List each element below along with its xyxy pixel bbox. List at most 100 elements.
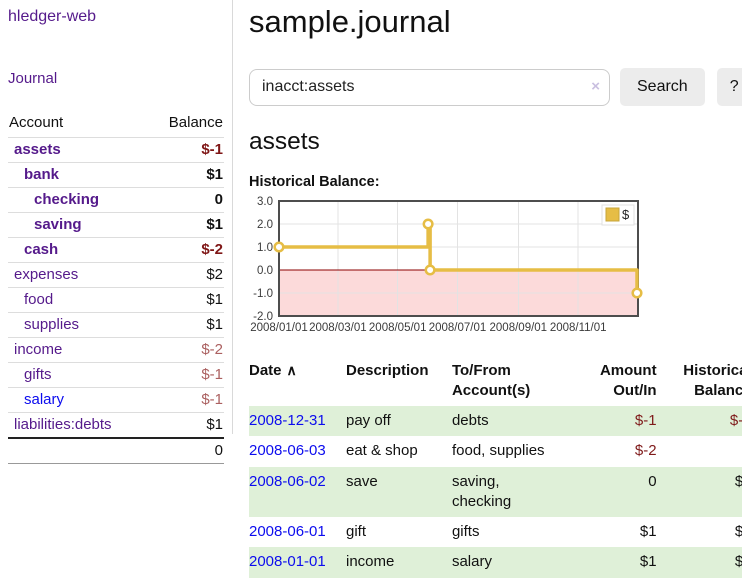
account-name-cell: supplies <box>8 313 148 338</box>
tx-amount: $-1 <box>634 412 657 429</box>
tx-header-balance-line1: Historical <box>683 362 742 379</box>
tx-accounts: saving, checking <box>452 467 600 518</box>
account-name-cell: assets <box>8 138 148 163</box>
sidebar-account-link[interactable]: gifts <box>24 366 52 383</box>
transaction-row: 2008-06-01 gift gifts $1 $2 <box>249 517 742 547</box>
tx-date-cell: 2008-06-02 <box>249 467 346 518</box>
svg-text:2008/11/01: 2008/11/01 <box>550 322 607 334</box>
sidebar: hledger-web Journal Account Balance asse… <box>0 0 233 464</box>
tx-account-line: checking <box>451 492 512 510</box>
tx-amount: $-2 <box>634 442 657 460</box>
account-row: assets $-1 <box>8 137 224 163</box>
svg-text:2008/07/01: 2008/07/01 <box>429 322 487 334</box>
main-content: sample.journal × Search ? assets Histori… <box>233 0 742 578</box>
tx-date-cell: 2008-06-03 <box>249 436 346 466</box>
nav-journal-link[interactable]: Journal <box>8 70 58 87</box>
accounts-header-row: Account Balance <box>8 110 224 138</box>
svg-text:2008/01/01: 2008/01/01 <box>250 322 308 334</box>
search-form: × Search ? <box>249 68 742 106</box>
sidebar-account-link[interactable]: assets <box>14 141 61 158</box>
tx-account-line: saving, <box>451 472 500 490</box>
svg-text:-1.0: -1.0 <box>253 288 273 300</box>
account-balance: $1 <box>206 316 223 333</box>
account-balance: $1 <box>206 416 223 433</box>
account-name-cell: liabilities:debts <box>8 413 148 439</box>
accounts-header-account: Account <box>9 114 64 131</box>
account-balance: $2 <box>206 266 223 283</box>
tx-balance: 0 <box>657 436 742 466</box>
sidebar-account-link[interactable]: expenses <box>14 266 79 283</box>
search-button[interactable]: Search <box>620 68 705 106</box>
tx-accounts: salary <box>452 547 600 577</box>
account-row: income $-2 <box>8 337 224 363</box>
account-row: bank $1 <box>8 162 224 188</box>
app-title-link[interactable]: hledger-web <box>8 8 97 25</box>
tx-date-link[interactable]: 2008-06-02 <box>249 472 326 490</box>
tx-balance: $2 <box>734 523 742 540</box>
account-name-cell: saving <box>8 213 148 238</box>
tx-accounts: debts <box>452 406 600 436</box>
tx-date-link[interactable]: 2008-01-01 <box>249 553 326 571</box>
accounts-total-spacer <box>8 438 148 464</box>
transaction-row: 2008-06-02 save saving, checking 0 $2 <box>249 466 742 518</box>
sidebar-account-link[interactable]: income <box>14 341 63 358</box>
svg-text:2.0: 2.0 <box>257 219 273 231</box>
tx-date-link[interactable]: 2008-06-03 <box>249 442 326 460</box>
tx-date-link[interactable]: 2008-06-01 <box>249 523 326 540</box>
account-row: gifts $-1 <box>8 362 224 388</box>
accounts-header-balance: Balance <box>168 114 223 131</box>
svg-text:-2.0: -2.0 <box>253 311 273 323</box>
sidebar-account-link[interactable]: cash <box>24 241 59 258</box>
tx-description: income <box>345 553 395 571</box>
account-balance: $1 <box>206 216 223 233</box>
transactions-header-row: Date ∧ Description To/From Account(s) Amo… <box>249 359 742 406</box>
tx-date-cell: 2008-06-01 <box>249 517 346 547</box>
clear-search-icon[interactable]: × <box>591 77 600 95</box>
accounts-total-value: 0 <box>214 442 223 459</box>
account-name-cell: bank <box>8 163 148 188</box>
tx-header-date[interactable]: Date ∧ <box>249 359 346 406</box>
account-row: expenses $2 <box>8 262 224 288</box>
tx-header-accounts-line1: To/From <box>451 362 511 379</box>
sidebar-account-link[interactable]: saving <box>34 216 82 233</box>
svg-text:$: $ <box>622 207 630 222</box>
search-input-wrap: × <box>249 68 610 106</box>
account-row: salary $-1 <box>8 387 224 413</box>
account-balance: $-1 <box>201 391 223 408</box>
sidebar-account-link[interactable]: supplies <box>24 316 80 333</box>
account-name-cell: gifts <box>8 363 148 388</box>
account-row: supplies $1 <box>8 312 224 338</box>
tx-header-accounts-line2: Account(s) <box>451 381 531 399</box>
search-input[interactable] <box>249 68 610 106</box>
sidebar-account-link[interactable]: liabilities:debts <box>14 416 112 433</box>
tx-header-amount-line2: Out/In <box>613 381 657 399</box>
tx-account-line: food, supplies <box>451 442 545 460</box>
sidebar-account-link[interactable]: food <box>24 291 54 308</box>
svg-text:3.0: 3.0 <box>257 196 273 208</box>
account-name-cell: checking <box>8 188 148 213</box>
account-row: checking 0 <box>8 187 224 213</box>
tx-description: eat & shop <box>345 442 418 460</box>
tx-accounts: food, supplies <box>452 436 600 466</box>
tx-amount: $1 <box>639 553 657 571</box>
tx-header-description-label: Description <box>345 362 429 379</box>
page-title: sample.journal <box>249 4 451 39</box>
account-balance: $-2 <box>201 241 223 258</box>
account-name-cell: cash <box>8 238 148 263</box>
account-balance: $-1 <box>201 141 223 158</box>
tx-balance: $2 <box>734 472 742 490</box>
svg-text:0.0: 0.0 <box>257 265 273 277</box>
tx-header-description: Description <box>346 359 452 406</box>
sidebar-account-link[interactable]: checking <box>34 191 100 208</box>
sort-ascending-icon: ∧ <box>286 362 297 378</box>
tx-amount: 0 <box>648 472 657 490</box>
historical-balance-chart: $3.0 2.0 1.0 0.0 -1.0 -2.0 2008/01/01 2008/03/0… <box>249 196 742 340</box>
account-balance: $-2 <box>201 341 223 358</box>
svg-text:2008/05/01: 2008/05/01 <box>369 322 427 334</box>
help-button[interactable]: ? <box>716 68 742 106</box>
tx-description: gift <box>345 523 366 540</box>
sidebar-account-link[interactable]: bank <box>24 166 60 183</box>
tx-header-date-label: Date <box>249 362 282 379</box>
tx-date-link[interactable]: 2008-12-31 <box>249 412 326 429</box>
sidebar-account-link[interactable]: salary <box>24 391 65 408</box>
